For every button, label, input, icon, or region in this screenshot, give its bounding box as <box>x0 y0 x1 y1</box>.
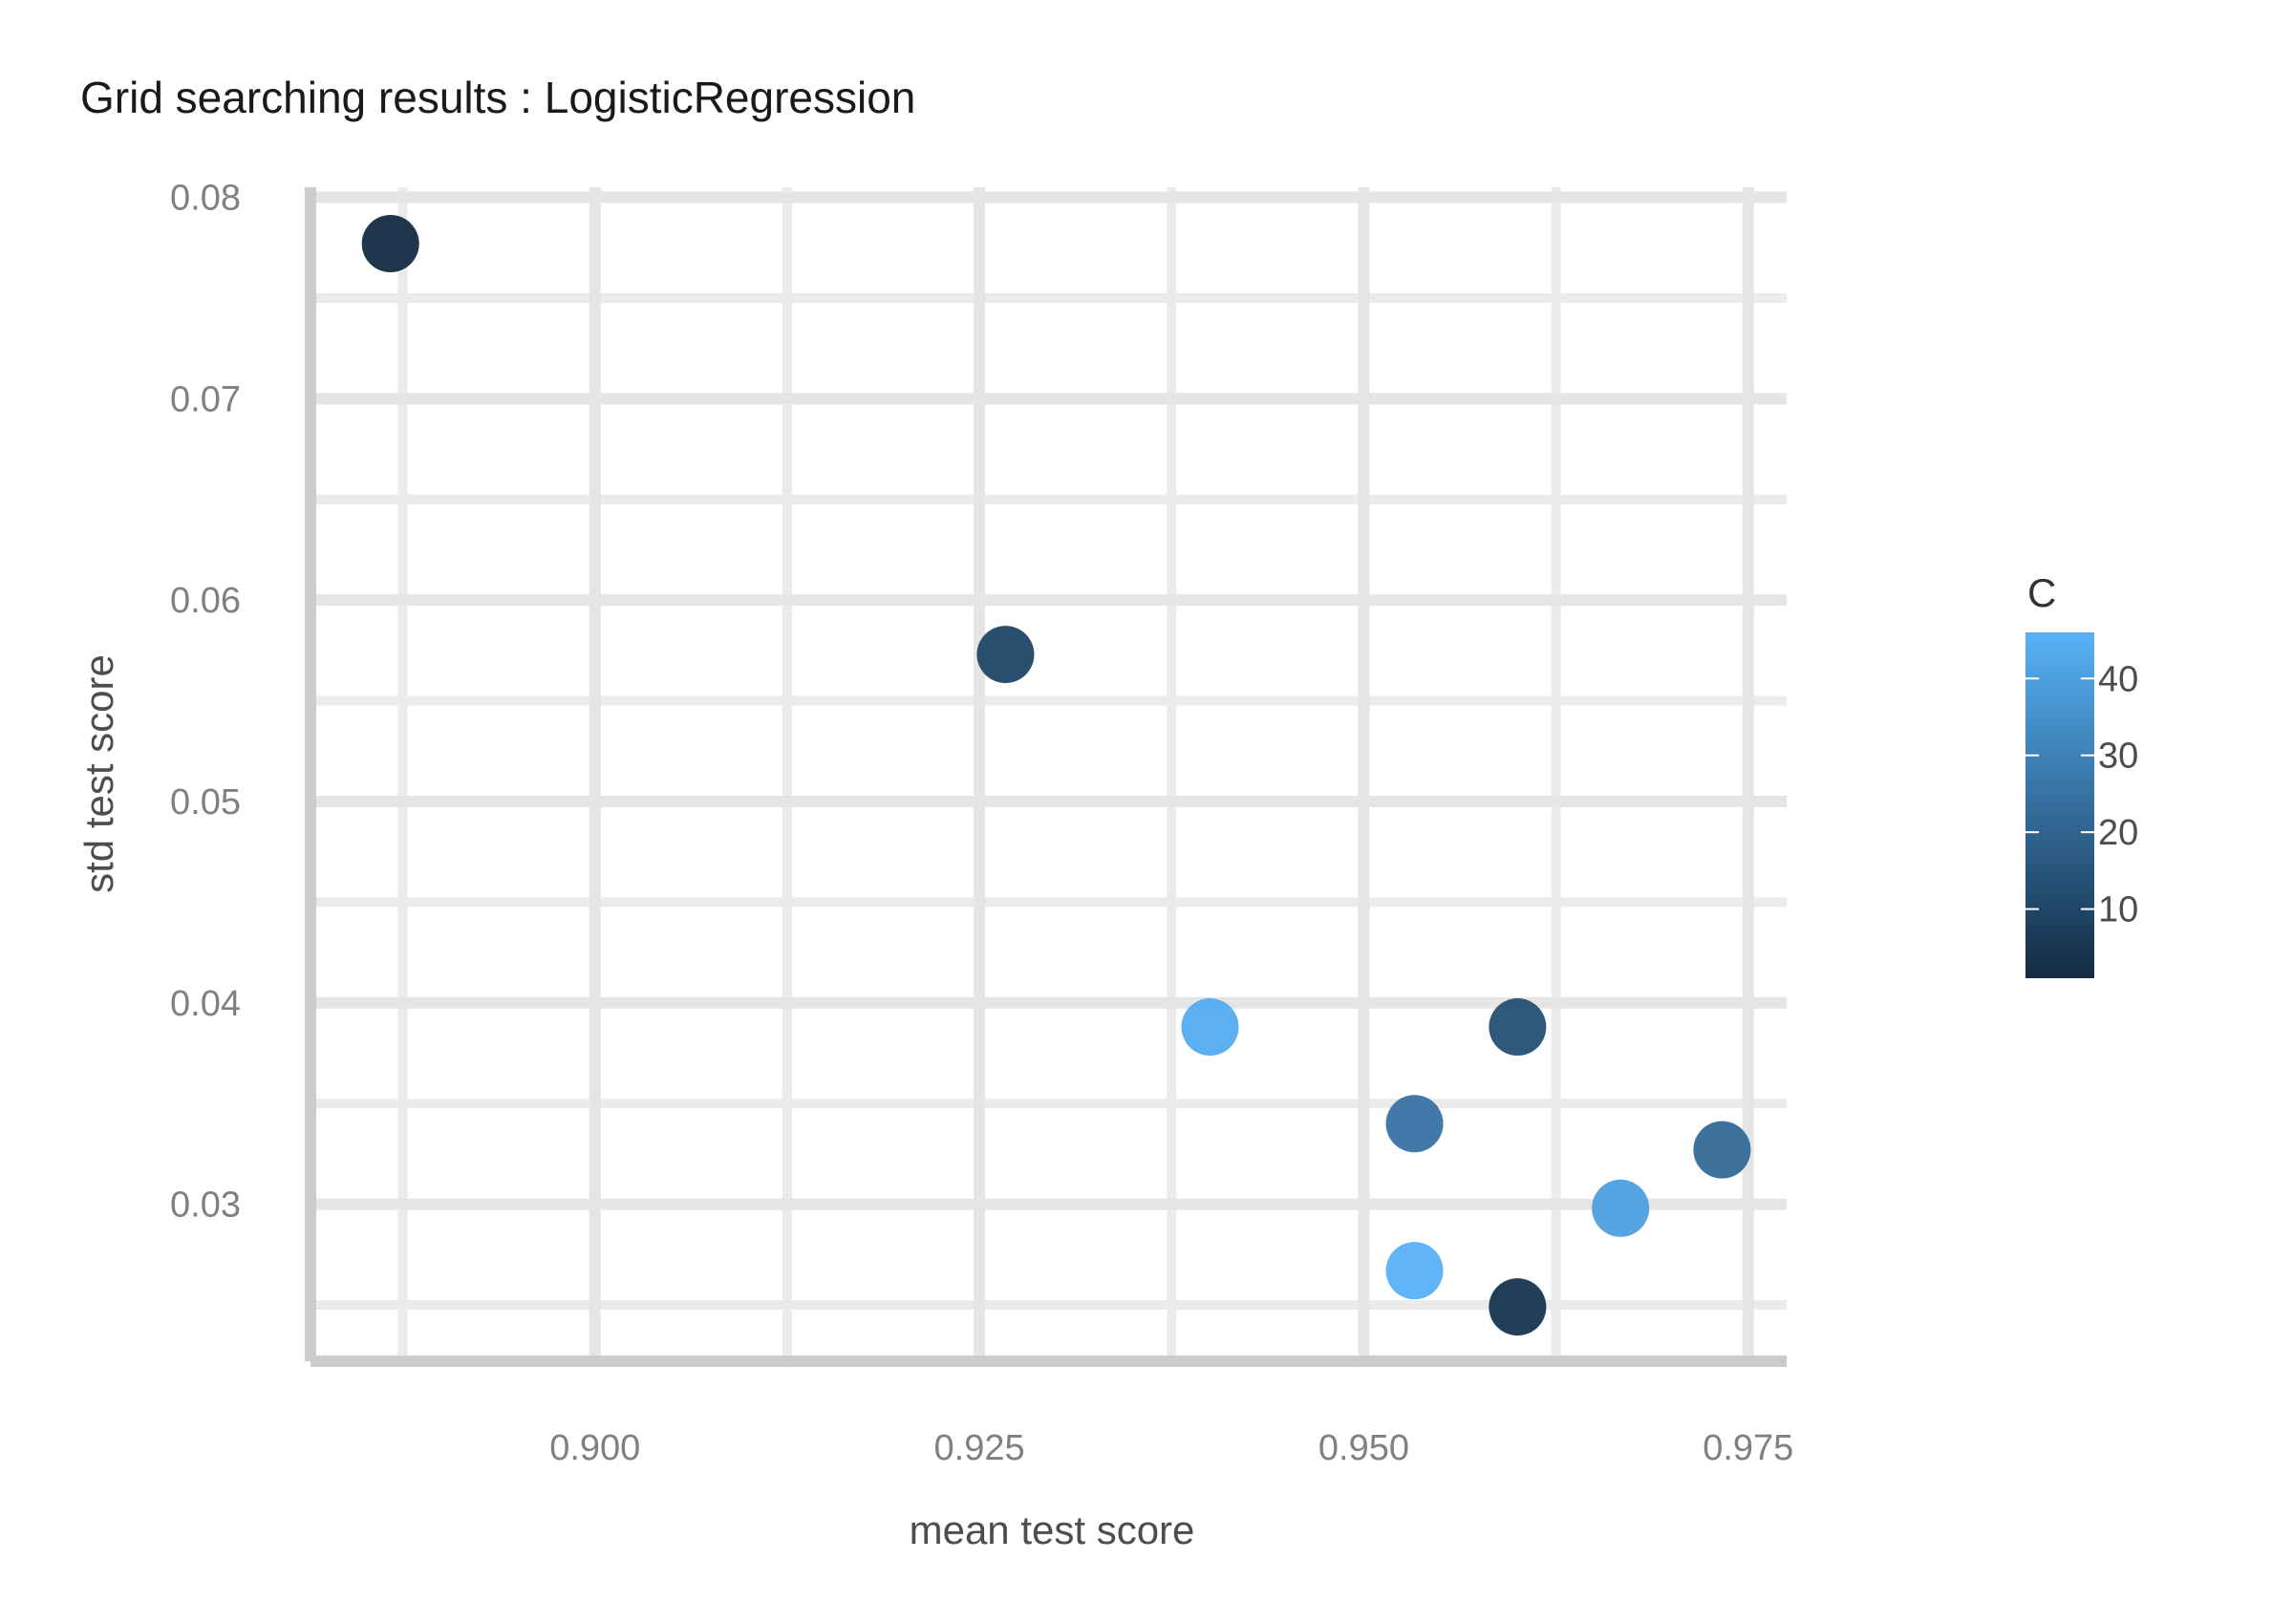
y-tick-label: 0.05 <box>170 782 241 823</box>
legend-ticks: 10 20 30 40 <box>2025 659 2138 930</box>
x-axis-label: mean test score <box>910 1507 1195 1552</box>
x-tick-label: 0.925 <box>934 1428 1025 1468</box>
y-tick-label: 0.03 <box>170 1186 241 1226</box>
legend-tick-label: 20 <box>2098 813 2138 853</box>
x-tick-label: 0.950 <box>1318 1428 1409 1468</box>
legend-tick-label: 40 <box>2098 659 2138 699</box>
legend-colorbar <box>2025 632 2094 978</box>
data-point <box>1385 1242 1444 1300</box>
y-tick-label: 0.06 <box>170 581 241 621</box>
axis-lines <box>305 187 1787 1367</box>
x-tick-label: 0.975 <box>1703 1428 1793 1468</box>
chart-title: Grid searching results : LogisticRegress… <box>80 73 915 122</box>
data-point <box>1489 1278 1547 1336</box>
data-point <box>976 626 1035 684</box>
data-point <box>1181 998 1239 1057</box>
y-tick-label: 0.04 <box>170 984 241 1024</box>
y-tick-label: 0.08 <box>170 179 241 219</box>
y-tick-labels: 0.03 0.04 0.05 0.06 0.07 0.08 <box>170 179 241 1226</box>
y-axis-label: std test score <box>76 654 121 893</box>
data-point <box>1592 1179 1650 1237</box>
legend-tick-label: 10 <box>2098 890 2138 930</box>
data-point <box>1693 1121 1751 1179</box>
data-point <box>361 215 419 273</box>
x-tick-labels: 0.900 0.925 0.950 0.975 <box>549 1428 1793 1468</box>
x-tick-label: 0.900 <box>549 1428 640 1468</box>
color-legend: C 10 20 30 40 <box>2025 570 2138 978</box>
y-tick-label: 0.07 <box>170 379 241 419</box>
legend-tick-label: 30 <box>2098 737 2138 777</box>
data-point <box>1489 998 1547 1057</box>
legend-title: C <box>2027 570 2056 615</box>
data-points <box>361 215 1751 1336</box>
data-point <box>1385 1095 1444 1153</box>
grid-lines <box>311 187 1787 1361</box>
